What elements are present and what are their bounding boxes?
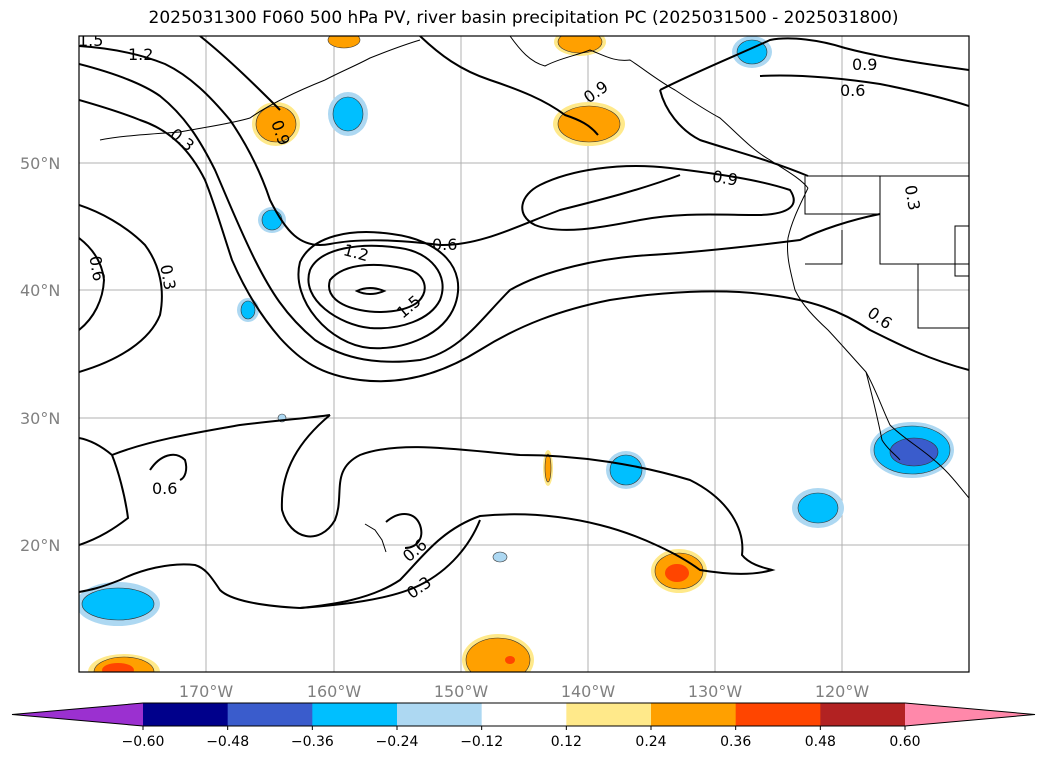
contour-label: 1.5 xyxy=(78,31,103,50)
colorbar-tick-label: −0.24 xyxy=(376,734,419,750)
lon-label: 130°W xyxy=(688,682,743,701)
lat-label: 50°N xyxy=(20,154,60,173)
lat-label: 30°N xyxy=(20,409,60,428)
lat-label: 20°N xyxy=(20,536,60,555)
colorbar-tick-label: 0.48 xyxy=(805,734,836,750)
colorbar-extend-max xyxy=(905,703,1035,726)
lat-label: 40°N xyxy=(20,281,60,300)
contour-label: 0.6 xyxy=(85,254,108,282)
coastlines xyxy=(99,36,969,553)
precip-anomaly-fill xyxy=(79,36,954,672)
map-title: 2025031300 F060 500 hPa PV, river basin … xyxy=(148,8,899,28)
contour-label: 0.6 xyxy=(840,81,865,100)
contour-label: 0.3 xyxy=(901,183,924,211)
colorbar-tick-label: −0.36 xyxy=(291,734,334,750)
lon-label: 170°W xyxy=(179,682,234,701)
colorbar-segment xyxy=(566,703,652,726)
colorbar-tick-label: 0.36 xyxy=(720,734,751,750)
plot-area xyxy=(79,36,969,672)
colorbar-segment xyxy=(143,703,229,726)
colorbar-tick-label: −0.60 xyxy=(122,734,165,750)
contour-label: 0.9 xyxy=(852,55,877,74)
lon-label: 160°W xyxy=(307,682,362,701)
contour-label: 0.3 xyxy=(156,263,179,291)
plot-frame xyxy=(78,35,970,673)
colorbar-segment xyxy=(481,703,567,726)
lon-axis-labels: 170°W 160°W 150°W 140°W 130°W 120°W xyxy=(179,682,870,701)
colorbar-segment xyxy=(312,703,398,726)
colorbar-segment xyxy=(397,703,483,726)
lon-label: 150°W xyxy=(434,682,489,701)
pv-contours xyxy=(79,36,969,609)
colorbar-tick-label: 0.12 xyxy=(551,734,582,750)
colorbar-tick-label: −0.12 xyxy=(460,734,503,750)
contour-label: 1.2 xyxy=(128,45,153,64)
contour-label: 0.6 xyxy=(432,235,457,254)
lat-axis-labels: 50°N 40°N 30°N 20°N xyxy=(20,154,60,555)
colorbar-extend-min xyxy=(12,703,143,726)
colorbar: −0.60 −0.48 −0.36 −0.24 −0.12 0.12 0.24 0.36 0.4… xyxy=(11,702,1036,750)
colorbar-segment xyxy=(651,703,737,726)
gridlines xyxy=(79,36,969,672)
colorbar-tick-label: −0.48 xyxy=(206,734,249,750)
lon-label: 120°W xyxy=(815,682,870,701)
colorbar-tick-label: 0.24 xyxy=(635,734,666,750)
lon-label: 140°W xyxy=(561,682,616,701)
colorbar-tick-label: 0.60 xyxy=(889,734,920,750)
contour-label: 0.9 xyxy=(711,167,739,190)
colorbar-segment xyxy=(735,703,821,726)
colorbar-segment xyxy=(820,703,906,726)
contour-label: 0.6 xyxy=(152,479,177,498)
colorbar-segment xyxy=(227,703,313,726)
